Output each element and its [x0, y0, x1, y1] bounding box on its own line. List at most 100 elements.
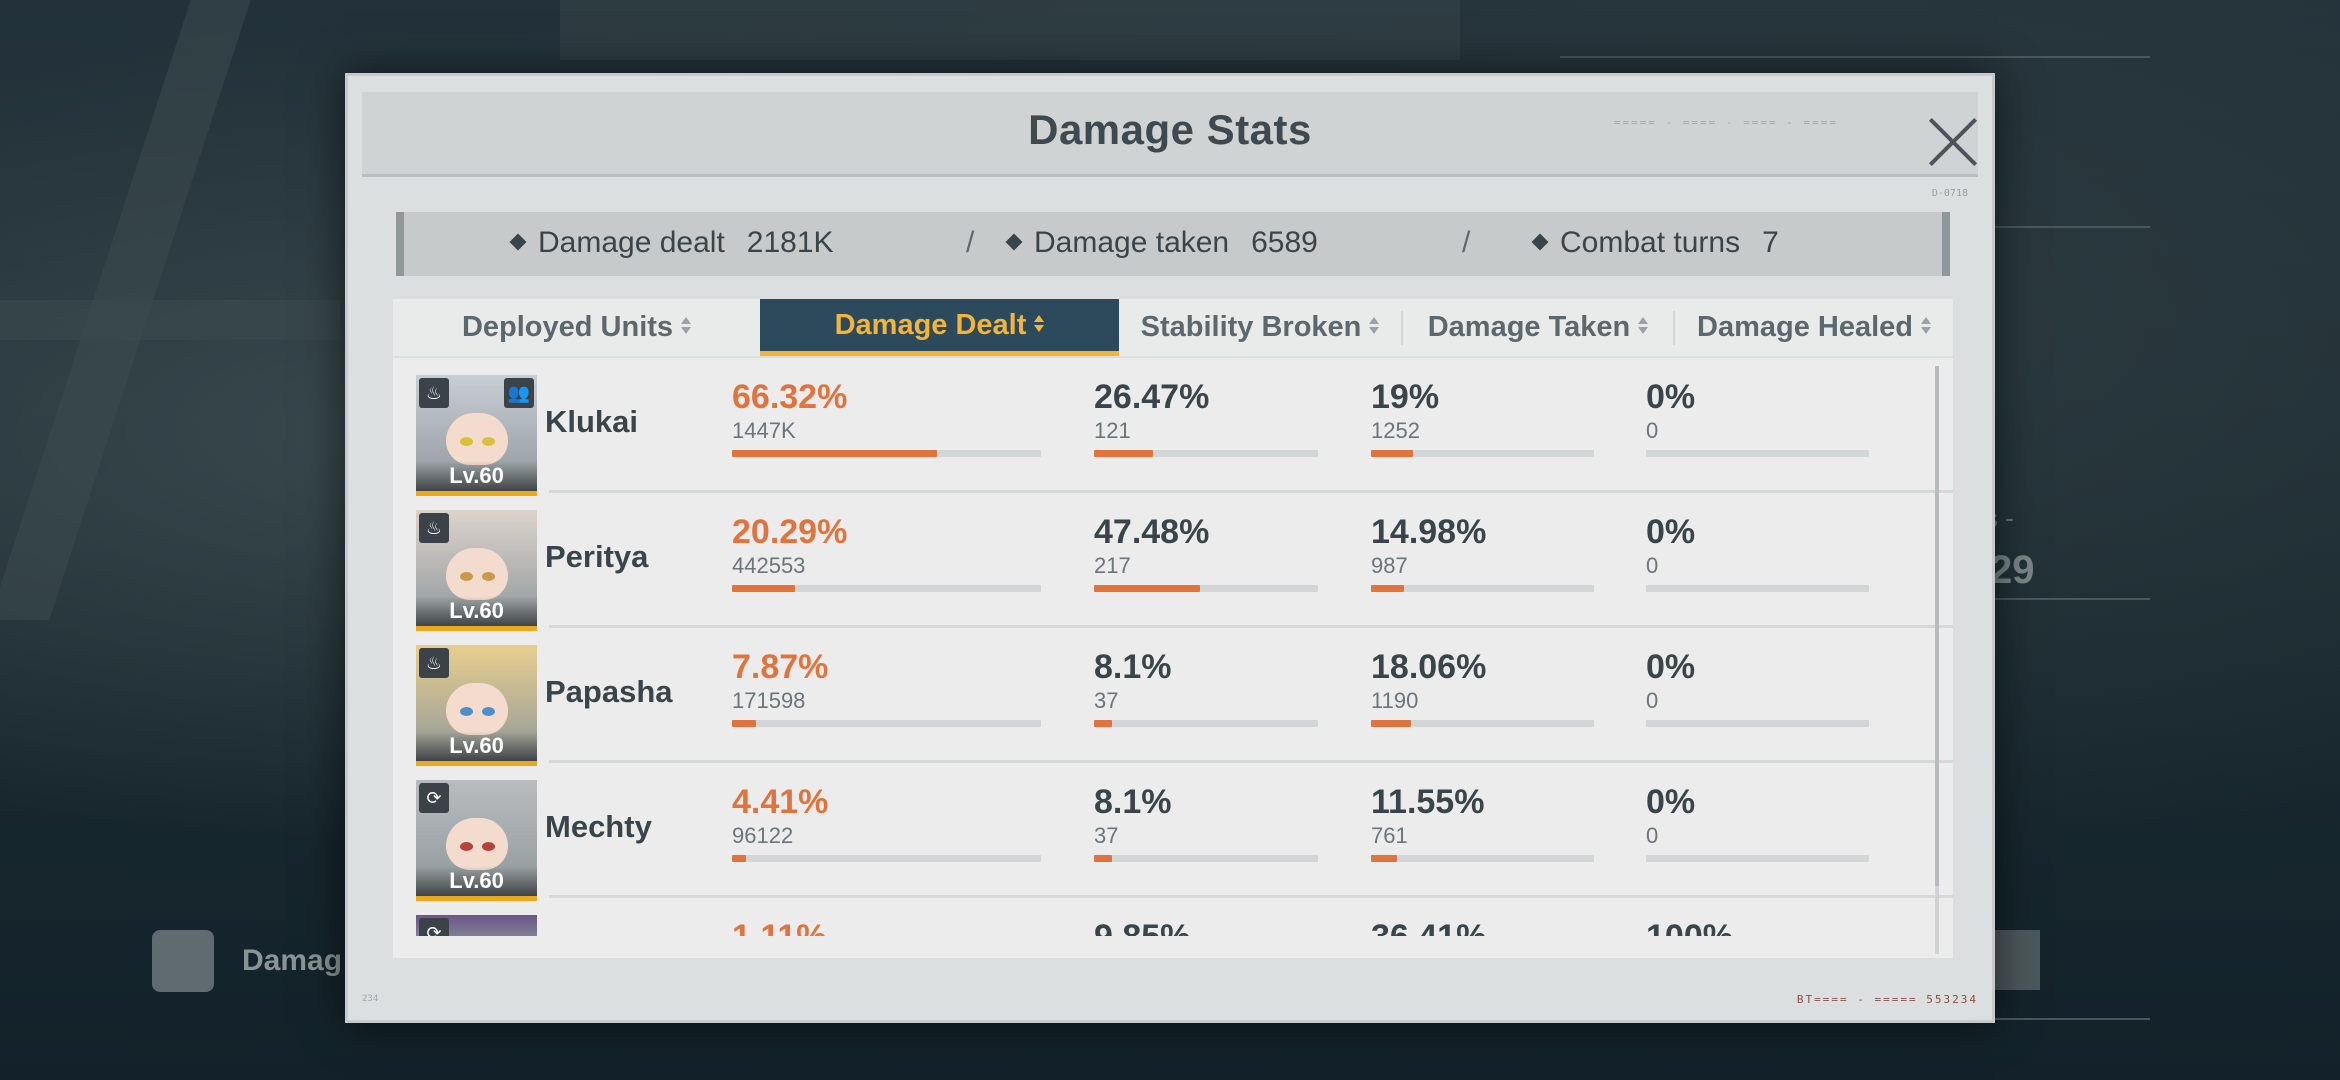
unit-level: Lv.60 — [416, 461, 537, 491]
summary-combat-turns-label: Combat turns — [1560, 226, 1741, 259]
damage-healed-value: 0 — [1646, 688, 1659, 713]
column-label: Damage Taken — [1427, 311, 1631, 343]
damage-healed-bar — [1646, 855, 1869, 862]
damage-taken-value: 1252 — [1371, 418, 1420, 443]
stability-broken-cell: 8.1% 37 — [1094, 648, 1318, 727]
damage-healed-percent: 0% — [1646, 648, 1696, 686]
stability-broken-cell: 47.48% 217 — [1094, 513, 1318, 592]
background-damage-label: Damag — [242, 944, 343, 977]
portrait-eye — [482, 572, 495, 581]
portrait-eye — [482, 842, 495, 851]
damage-dealt-cell: 4.41% 96122 — [732, 783, 1041, 862]
summary-combat-turns: Combat turns 7 — [1531, 226, 1779, 260]
damage-dealt-bar — [732, 450, 1041, 457]
portrait-eye — [460, 842, 473, 851]
scrollbar-thumb[interactable] — [1935, 366, 1939, 886]
summary-damage-dealt-label: Damage dealt — [538, 226, 725, 259]
row-divider — [549, 760, 1953, 763]
damage-dealt-percent: 7.87% — [732, 648, 829, 686]
damage-healed-cell: 0% 0 — [1646, 783, 1869, 862]
damage-dealt-value: 96122 — [732, 823, 794, 848]
portrait-eye — [482, 707, 495, 716]
sort-icon — [1638, 315, 1649, 337]
diamond-icon — [1005, 233, 1023, 251]
damage-taken-bar-fill — [1371, 720, 1412, 727]
damage-dealt-bar — [732, 585, 1041, 592]
stability-broken-value: 37 — [1094, 823, 1119, 848]
team-icon: 👥 — [504, 378, 534, 408]
close-icon[interactable] — [1925, 114, 1981, 170]
damage-dealt-value: 1447K — [732, 418, 796, 443]
diamond-icon — [1531, 233, 1549, 251]
stability-broken-bar — [1094, 855, 1318, 862]
unit-portrait: ♨ Lv.60 — [416, 645, 537, 766]
damage-taken-bar — [1371, 720, 1594, 727]
stability-broken-value: 37 — [1094, 688, 1119, 713]
damage-taken-percent: 14.98% — [1371, 513, 1487, 551]
damage-healed-percent: 0% — [1646, 513, 1696, 551]
damage-taken-bar-fill — [1371, 585, 1405, 592]
diamond-icon — [509, 233, 527, 251]
damage-dealt-cell: 20.29% 442553 — [732, 513, 1041, 592]
unit-level: Lv.60 — [416, 866, 537, 896]
column-label: Damage Healed — [1697, 311, 1913, 343]
summary-combat-turns-value: 7 — [1762, 226, 1779, 259]
unit-row[interactable]: ♨ 👥 Lv.60 Klukai 66.32% 1447K 26.47% 121 19% 1252… — [393, 358, 1953, 496]
modal-header: Damage Stats ===== - ==== - ==== - ==== — [362, 92, 1978, 177]
damage-taken-cell: 11.55% 761 — [1371, 783, 1594, 862]
damage-taken-cell: 19% 1252 — [1371, 378, 1594, 457]
summary-separator: / — [966, 226, 975, 259]
column-damage-taken[interactable]: Damage Taken — [1403, 299, 1673, 356]
portrait-face — [446, 683, 508, 735]
unit-name: Papasha — [545, 674, 673, 709]
background-damage-icon — [152, 930, 214, 992]
portrait-face — [446, 548, 508, 600]
sort-icon — [1921, 315, 1931, 337]
stability-broken-percent: 26.47% — [1094, 378, 1210, 416]
column-damage-dealt[interactable]: Damage Dealt — [760, 299, 1119, 356]
row-divider — [549, 895, 1953, 898]
column-label: Deployed Units — [461, 311, 674, 343]
damage-taken-percent: 19% — [1371, 378, 1440, 416]
damage-healed-cell: 0% 0 — [1646, 648, 1869, 727]
summary-strip: Damage dealt 2181K / Damage taken 6589 / C… — [396, 212, 1950, 276]
fire-role-icon: ♨ — [419, 648, 449, 678]
damage-taken-value: 761 — [1371, 823, 1408, 848]
stability-broken-bar — [1094, 720, 1318, 727]
damage-taken-value: 987 — [1371, 553, 1408, 578]
stability-broken-cell: 8.1% 37 — [1094, 783, 1318, 862]
header-serial-text: ===== - ==== - ==== - ==== — [1613, 116, 1838, 129]
unit-row[interactable]: ♨ Lv.60 Peritya 20.29% 442553 47.48% 217 14.98%… — [393, 493, 1953, 631]
stability-broken-percent: 8.1% — [1094, 783, 1172, 821]
damage-healed-value: 0 — [1646, 553, 1659, 578]
column-damage-healed[interactable]: Damage Healed — [1675, 299, 1953, 356]
portrait-face — [446, 413, 508, 465]
column-label: Damage Dealt — [834, 309, 1027, 341]
summary-damage-dealt: Damage dealt 2181K — [509, 226, 834, 260]
summary-damage-taken: Damage taken 6589 — [1005, 226, 1318, 260]
damage-taken-cell: 14.98% 987 — [1371, 513, 1594, 592]
damage-taken-value: 1190 — [1371, 688, 1419, 713]
fire-role-icon: ♨ — [419, 513, 449, 543]
sort-icon — [1369, 315, 1380, 337]
damage-healed-value: 0 — [1646, 823, 1659, 848]
damage-taken-bar — [1371, 450, 1594, 457]
column-stability-broken[interactable]: Stability Broken — [1119, 299, 1401, 356]
stats-table-body[interactable]: ♨ 👥 Lv.60 Klukai 66.32% 1447K 26.47% 121 19% 1252… — [393, 358, 1953, 958]
stability-broken-value: 217 — [1094, 553, 1131, 578]
portrait-face — [446, 818, 508, 870]
stability-broken-bar-fill — [1094, 855, 1113, 862]
unit-row[interactable]: ♨ Lv.60 Papasha 7.87% 171598 8.1% 37 18.06% 1190… — [393, 628, 1953, 766]
damage-healed-bar — [1646, 450, 1869, 457]
column-deployed-units[interactable]: Deployed Units — [393, 299, 760, 356]
table-scrollbar[interactable] — [1935, 366, 1939, 954]
unit-row[interactable]: ⟳ Lv.60 Mechty 4.41% 96122 8.1% 37 11.55% 761 0% 0 — [393, 763, 1953, 901]
damage-healed-percent: 0% — [1646, 378, 1696, 416]
unit-name: Peritya — [545, 539, 649, 574]
damage-dealt-percent: 66.32% — [732, 378, 848, 416]
damage-taken-percent: 18.06% — [1371, 648, 1487, 686]
unit-portrait: ♨ 👥 Lv.60 — [416, 375, 537, 496]
damage-healed-cell: 0% 0 — [1646, 378, 1869, 457]
row-divider — [549, 625, 1953, 628]
unit-name: Klukai — [545, 404, 639, 439]
